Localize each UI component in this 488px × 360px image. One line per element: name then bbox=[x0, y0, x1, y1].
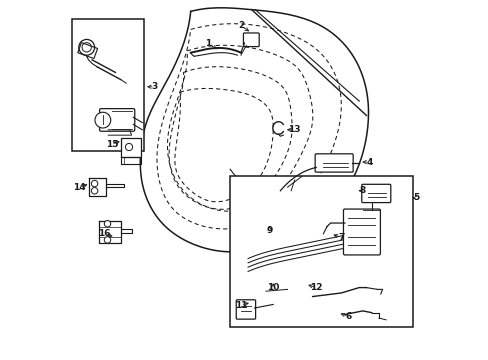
Bar bbox=[230, 176, 412, 327]
Bar bbox=[78, 42, 98, 59]
Text: 16: 16 bbox=[98, 229, 111, 238]
Text: 9: 9 bbox=[266, 226, 272, 235]
Text: 4: 4 bbox=[366, 158, 372, 167]
Circle shape bbox=[104, 237, 110, 243]
Text: 10: 10 bbox=[266, 283, 279, 292]
Bar bbox=[121, 138, 140, 157]
FancyBboxPatch shape bbox=[343, 209, 380, 255]
Circle shape bbox=[95, 112, 110, 128]
Text: 15: 15 bbox=[105, 140, 118, 149]
Circle shape bbox=[125, 143, 132, 150]
Text: 6: 6 bbox=[345, 312, 351, 321]
Text: 12: 12 bbox=[309, 283, 322, 292]
Circle shape bbox=[91, 180, 98, 187]
Text: 1: 1 bbox=[205, 39, 211, 48]
Text: 14: 14 bbox=[73, 183, 86, 192]
Text: 13: 13 bbox=[288, 125, 300, 134]
Text: 7: 7 bbox=[337, 233, 344, 242]
Text: 11: 11 bbox=[234, 301, 246, 310]
FancyBboxPatch shape bbox=[314, 154, 352, 172]
FancyBboxPatch shape bbox=[236, 300, 255, 319]
Circle shape bbox=[91, 188, 98, 194]
FancyBboxPatch shape bbox=[100, 109, 135, 131]
Text: 5: 5 bbox=[413, 193, 419, 202]
Bar bbox=[72, 19, 144, 151]
Circle shape bbox=[104, 221, 110, 227]
Text: 8: 8 bbox=[359, 186, 365, 195]
FancyBboxPatch shape bbox=[243, 33, 259, 46]
Text: 3: 3 bbox=[151, 82, 158, 91]
FancyBboxPatch shape bbox=[361, 184, 390, 203]
Text: 2: 2 bbox=[237, 21, 244, 30]
